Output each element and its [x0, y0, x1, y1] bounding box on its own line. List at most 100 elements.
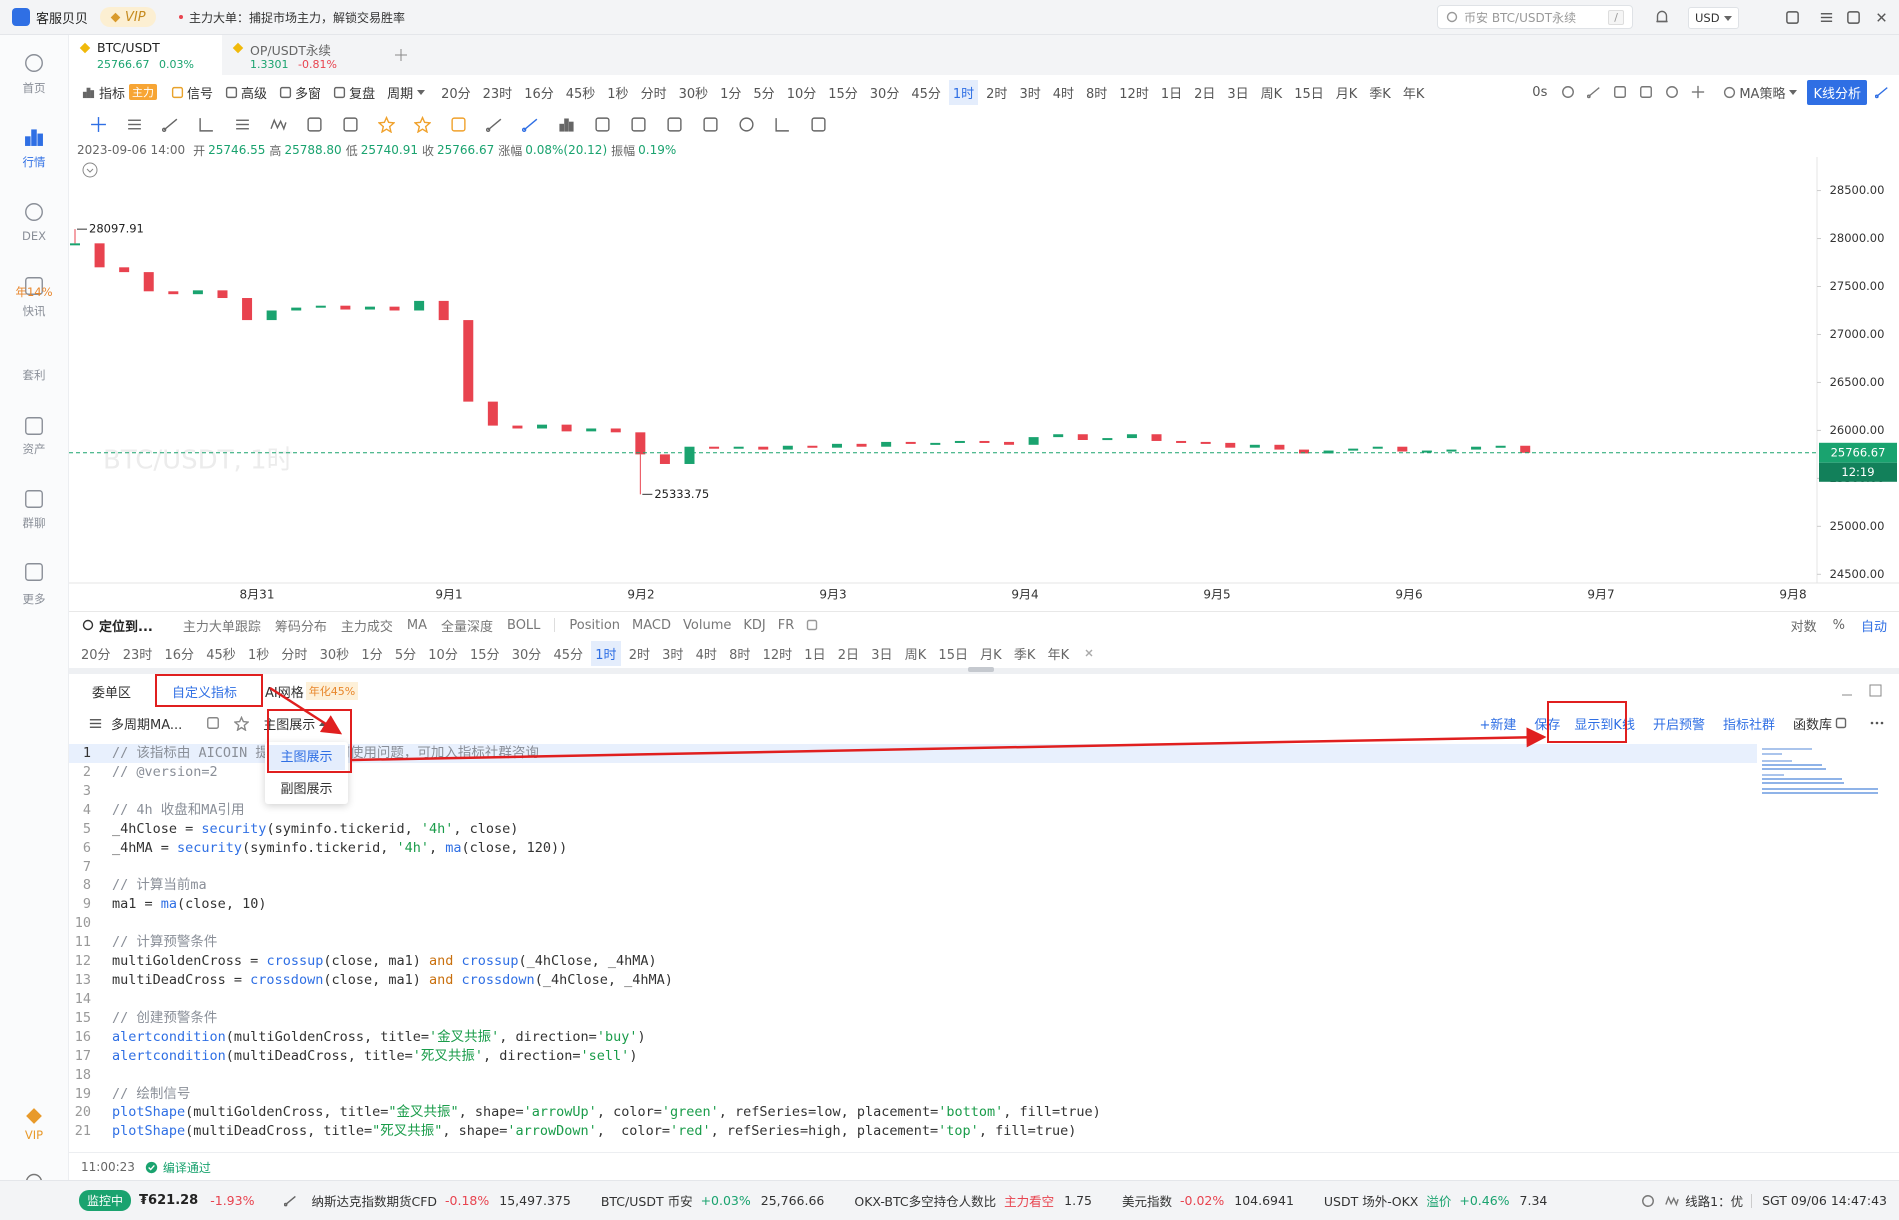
tool-icon[interactable] — [225, 86, 238, 99]
period-option[interactable]: 年K — [1047, 647, 1070, 663]
period-button[interactable]: 分时 — [640, 86, 667, 102]
period-option[interactable]: 分时 — [281, 647, 308, 663]
period-button[interactable]: 30分 — [869, 86, 900, 102]
nav-icon[interactable] — [23, 201, 45, 223]
period-button[interactable]: 2日 — [1194, 86, 1216, 102]
window-pin[interactable] — [1785, 10, 1800, 25]
toolbar-icon[interactable] — [1613, 85, 1627, 99]
period-option[interactable]: 2日 — [837, 647, 860, 663]
period-button[interactable]: 周K — [1260, 86, 1283, 102]
code-editor[interactable]: 1// 该指标由 AICOIN 提供，如遇任何使用问题，可加入指标社群咨询 2//… — [69, 744, 1759, 1148]
main-indicator[interactable]: 主力成交 — [340, 619, 393, 635]
nav-vip[interactable]: VIP — [24, 1128, 44, 1142]
drawing-tool[interactable] — [126, 116, 143, 133]
drawing-tool[interactable] — [521, 116, 539, 133]
nav-icon[interactable] — [23, 415, 45, 437]
rename-icon[interactable] — [206, 716, 220, 730]
scale-option[interactable]: % — [1832, 617, 1845, 633]
display-mode[interactable]: 主图展示 — [263, 714, 328, 733]
period-button[interactable]: 2时 — [986, 86, 1008, 102]
drawing-tool[interactable] — [810, 116, 827, 133]
period-option[interactable]: 周K — [904, 647, 927, 663]
drawing-tool[interactable] — [90, 116, 107, 133]
currency-select[interactable]: USD — [1688, 7, 1739, 29]
drawing-tool[interactable] — [485, 116, 503, 133]
tool-button[interactable]: 多窗 — [295, 86, 322, 102]
ticker-name[interactable]: 纳斯达克指数期货CFD — [311, 1194, 438, 1209]
nav-icon[interactable] — [23, 126, 45, 148]
nav-icon[interactable] — [23, 52, 45, 74]
vip-badge[interactable]: VIP — [100, 7, 156, 27]
period-option[interactable]: 16分 — [164, 647, 195, 663]
strategy-button[interactable]: MA策略 — [1739, 86, 1786, 102]
share-icon[interactable] — [1875, 85, 1889, 99]
ticker-name[interactable]: BTC/USDT 币安 — [600, 1194, 693, 1209]
scale-option[interactable]: 对数 — [1790, 619, 1817, 635]
period-button[interactable]: 8时 — [1086, 86, 1108, 102]
period-button[interactable]: 季K — [1369, 86, 1391, 102]
drawing-tool[interactable] — [377, 115, 395, 133]
script-name[interactable]: 多周期MA... — [111, 717, 183, 733]
period-button[interactable]: 10分 — [786, 86, 817, 102]
drawing-tool[interactable] — [738, 116, 755, 133]
drawing-tool[interactable] — [234, 116, 251, 133]
period-option[interactable]: 1分 — [361, 647, 383, 663]
period-option[interactable]: 3时 — [662, 647, 684, 663]
main-indicator[interactable]: 筹码分布 — [274, 619, 327, 635]
period-button[interactable]: 1分 — [720, 86, 742, 102]
period-option[interactable]: 3日 — [871, 647, 893, 663]
period-button[interactable]: 4时 — [1052, 86, 1074, 102]
period-option[interactable]: 15日 — [938, 647, 968, 663]
period-option[interactable]: 30分 — [511, 647, 542, 663]
period-button[interactable]: 12时 — [1119, 86, 1149, 102]
period-menu[interactable]: 周期 — [387, 86, 414, 102]
period-button[interactable]: 5分 — [753, 86, 775, 102]
toolbar-icon[interactable] — [1561, 85, 1575, 99]
main-indicator[interactable]: MA — [406, 617, 427, 633]
period-option[interactable]: 季K — [1013, 647, 1036, 663]
menu-item[interactable]: 主图展示 — [268, 745, 345, 770]
drawing-tool[interactable] — [342, 116, 359, 133]
ticker-name[interactable]: OKX-BTC多空持仓人数比 — [854, 1194, 997, 1209]
period-button[interactable]: 3日 — [1227, 86, 1249, 102]
drawing-tool[interactable] — [306, 116, 323, 133]
splitter-handle[interactable] — [968, 667, 994, 672]
notice[interactable]: 主力大单：捕捉市场主力，解锁交易胜率 — [189, 11, 406, 25]
drawing-tool[interactable] — [198, 116, 215, 133]
nav-icon[interactable] — [23, 275, 45, 297]
drawing-tool[interactable] — [269, 116, 287, 133]
tool-icon[interactable] — [171, 86, 184, 99]
main-indicator[interactable]: 主力大单跟踪 — [182, 619, 261, 635]
toolbar-icon[interactable] — [1665, 85, 1679, 99]
editor-action[interactable]: 指标社群 — [1722, 717, 1775, 733]
period-option[interactable]: 10分 — [428, 647, 458, 663]
period-button[interactable]: 23时 — [482, 86, 513, 102]
new-tab[interactable] — [394, 48, 408, 62]
nav-label[interactable]: 首页 — [22, 81, 46, 95]
window-close[interactable] — [1874, 10, 1889, 25]
editor-action[interactable]: 显示到K线 — [1574, 717, 1635, 733]
scale-option[interactable]: 自动 — [1860, 619, 1887, 635]
nav-label[interactable]: 套利 — [22, 368, 46, 382]
ticker-name[interactable]: 美元指数 — [1122, 1194, 1173, 1209]
script-list-icon[interactable] — [88, 716, 103, 731]
nav-label[interactable]: 群聊 — [22, 516, 46, 530]
indicator-icon[interactable] — [82, 86, 95, 99]
period-button[interactable]: 20分 — [441, 86, 471, 102]
tool-button[interactable]: 复盘 — [349, 86, 376, 102]
analysis-button[interactable]: K线分析 — [1807, 79, 1867, 105]
expand-icon[interactable] — [1869, 684, 1882, 697]
sub-indicator[interactable]: KDJ — [743, 617, 766, 633]
period-option[interactable]: 8时 — [729, 647, 751, 663]
window-maximize[interactable] — [1846, 10, 1861, 25]
period-button[interactable]: 16分 — [524, 86, 554, 102]
period-button[interactable]: 45秒 — [565, 86, 596, 102]
period-button[interactable]: 1秒 — [607, 86, 629, 102]
period-button[interactable]: 30秒 — [678, 86, 709, 102]
main-indicator[interactable]: 全量深度 — [440, 619, 493, 635]
nav-label[interactable]: 更多 — [22, 592, 46, 606]
sub-indicator[interactable]: Position — [569, 617, 621, 633]
drawing-tool[interactable] — [413, 115, 431, 133]
window-minimize[interactable] — [1819, 10, 1834, 25]
notification-bell[interactable] — [1653, 8, 1671, 26]
